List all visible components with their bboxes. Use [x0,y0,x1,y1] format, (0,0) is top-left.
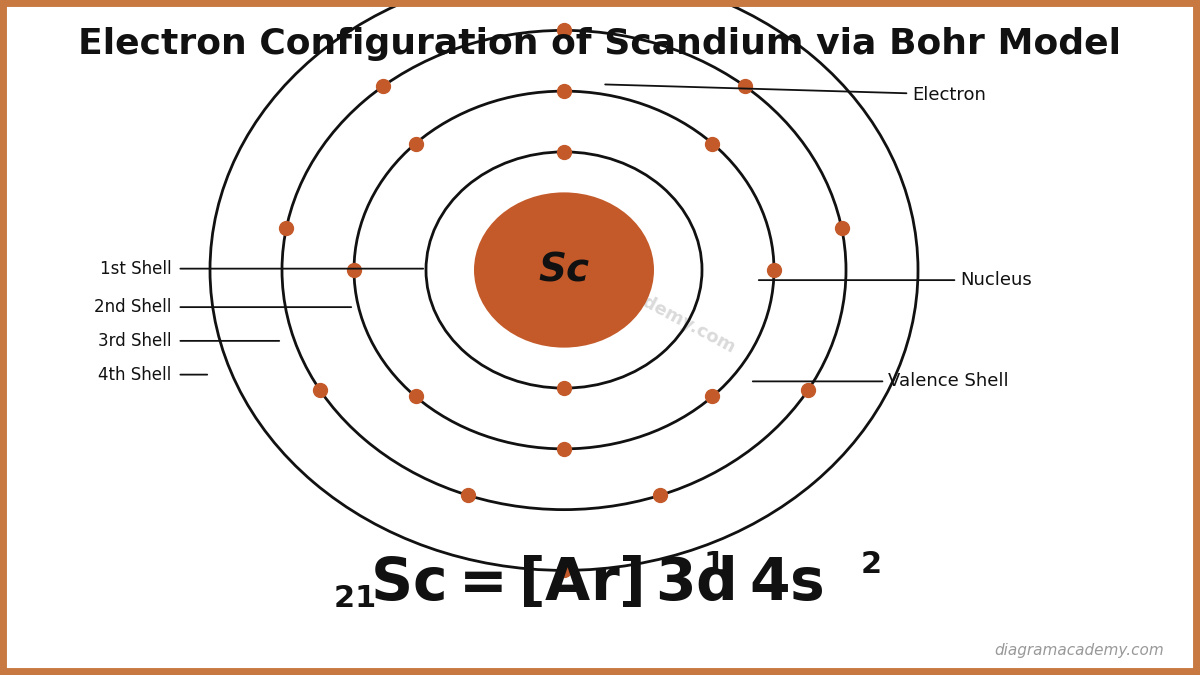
Text: Valence Shell: Valence Shell [752,373,1009,390]
Point [458,490,478,501]
Ellipse shape [474,192,654,348]
Point [736,81,755,92]
Text: 4th Shell: 4th Shell [98,366,172,383]
Text: Electron: Electron [605,84,986,103]
Text: $\mathbf{1}$: $\mathbf{1}$ [703,551,725,579]
Point [554,146,574,157]
Point [406,391,425,402]
Text: 2nd Shell: 2nd Shell [95,298,172,316]
Text: Sc: Sc [539,251,589,289]
Text: 1st Shell: 1st Shell [100,260,172,277]
Point [554,86,574,97]
Text: $\mathbf{21}$: $\mathbf{21}$ [332,585,376,613]
Point [406,138,425,149]
Point [277,223,296,234]
Point [554,383,574,394]
Point [799,385,818,396]
Point [554,443,574,454]
Point [764,265,784,275]
Text: $\mathbf{Sc = [Ar]\,3d}$: $\mathbf{Sc = [Ar]\,3d}$ [370,556,734,612]
Point [344,265,364,275]
Point [650,490,670,501]
Point [310,384,329,395]
Text: diagramacademy.com: diagramacademy.com [995,643,1164,658]
Point [373,81,392,92]
Point [703,391,722,402]
Text: $\mathbf{2}$: $\mathbf{2}$ [859,551,881,579]
Point [554,565,574,576]
Point [703,138,722,149]
Text: Electron Configuration of Scandium via Bohr Model: Electron Configuration of Scandium via B… [78,27,1122,61]
Text: Nucleus: Nucleus [758,271,1032,289]
Point [832,223,851,234]
Text: $\mathbf{4s}$: $\mathbf{4s}$ [749,556,823,612]
Point [554,25,574,36]
Text: Diagramacademy.com: Diagramacademy.com [534,237,738,357]
Text: 3rd Shell: 3rd Shell [98,332,172,350]
